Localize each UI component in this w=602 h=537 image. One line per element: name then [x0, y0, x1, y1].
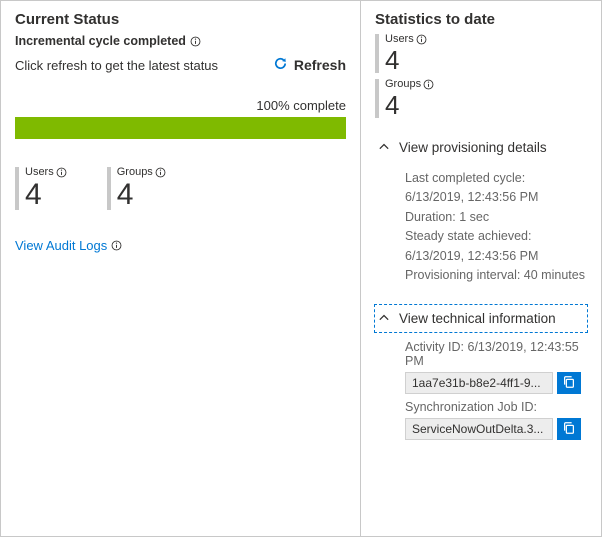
- stat-users-value: 4: [25, 180, 67, 210]
- info-icon[interactable]: [423, 79, 434, 90]
- refresh-subtext: Click refresh to get the latest status: [15, 58, 218, 73]
- copy-icon: [562, 375, 576, 392]
- stat-groups-value: 4: [117, 180, 166, 210]
- stat-users: Users 4: [375, 34, 587, 73]
- sync-job-id-value[interactable]: ServiceNowOutDelta.3...: [405, 418, 553, 440]
- copy-activity-id-button[interactable]: [557, 372, 581, 394]
- stat-users-value: 4: [385, 47, 427, 73]
- technical-info-label: View technical information: [399, 311, 556, 326]
- view-audit-logs-link[interactable]: View Audit Logs: [15, 238, 122, 253]
- info-icon[interactable]: [155, 167, 166, 178]
- info-icon[interactable]: [190, 36, 201, 47]
- stat-groups-label: Groups: [117, 167, 153, 178]
- stat-groups-value: 4: [385, 92, 434, 118]
- activity-id-label: Activity ID: 6/13/2019, 12:43:55 PM: [405, 340, 587, 368]
- copy-sync-job-id-button[interactable]: [557, 418, 581, 440]
- current-status-title: Current Status: [15, 11, 346, 28]
- chevron-up-icon: [379, 140, 389, 155]
- sync-job-id-label: Synchronization Job ID:: [405, 400, 587, 414]
- stat-users: Users 4: [15, 167, 67, 210]
- incremental-cycle-label: Incremental cycle completed: [15, 34, 186, 48]
- provisioning-details-body: Last completed cycle: 6/13/2019, 12:43:5…: [375, 161, 587, 289]
- progress-label: 100% complete: [15, 98, 346, 113]
- refresh-icon: [273, 56, 288, 74]
- statistics-title: Statistics to date: [375, 11, 587, 28]
- stat-users-label: Users: [385, 34, 414, 45]
- audit-logs-label: View Audit Logs: [15, 238, 107, 253]
- technical-info-toggle[interactable]: View technical information: [375, 305, 587, 332]
- refresh-button[interactable]: Refresh: [273, 56, 346, 74]
- stat-groups-label: Groups: [385, 79, 421, 90]
- stat-groups: Groups 4: [107, 167, 166, 210]
- info-icon[interactable]: [416, 34, 427, 45]
- stat-groups: Groups 4: [375, 79, 587, 118]
- copy-icon: [562, 421, 576, 438]
- activity-id-value[interactable]: 1aa7e31b-b8e2-4ff1-9...: [405, 372, 553, 394]
- refresh-label: Refresh: [294, 57, 346, 73]
- info-icon[interactable]: [111, 240, 122, 251]
- provisioning-details-toggle[interactable]: View provisioning details: [375, 134, 587, 161]
- provisioning-details-label: View provisioning details: [399, 140, 547, 155]
- chevron-up-icon: [379, 311, 389, 326]
- info-icon[interactable]: [56, 167, 67, 178]
- progress-bar: [15, 117, 346, 139]
- stat-users-label: Users: [25, 167, 54, 178]
